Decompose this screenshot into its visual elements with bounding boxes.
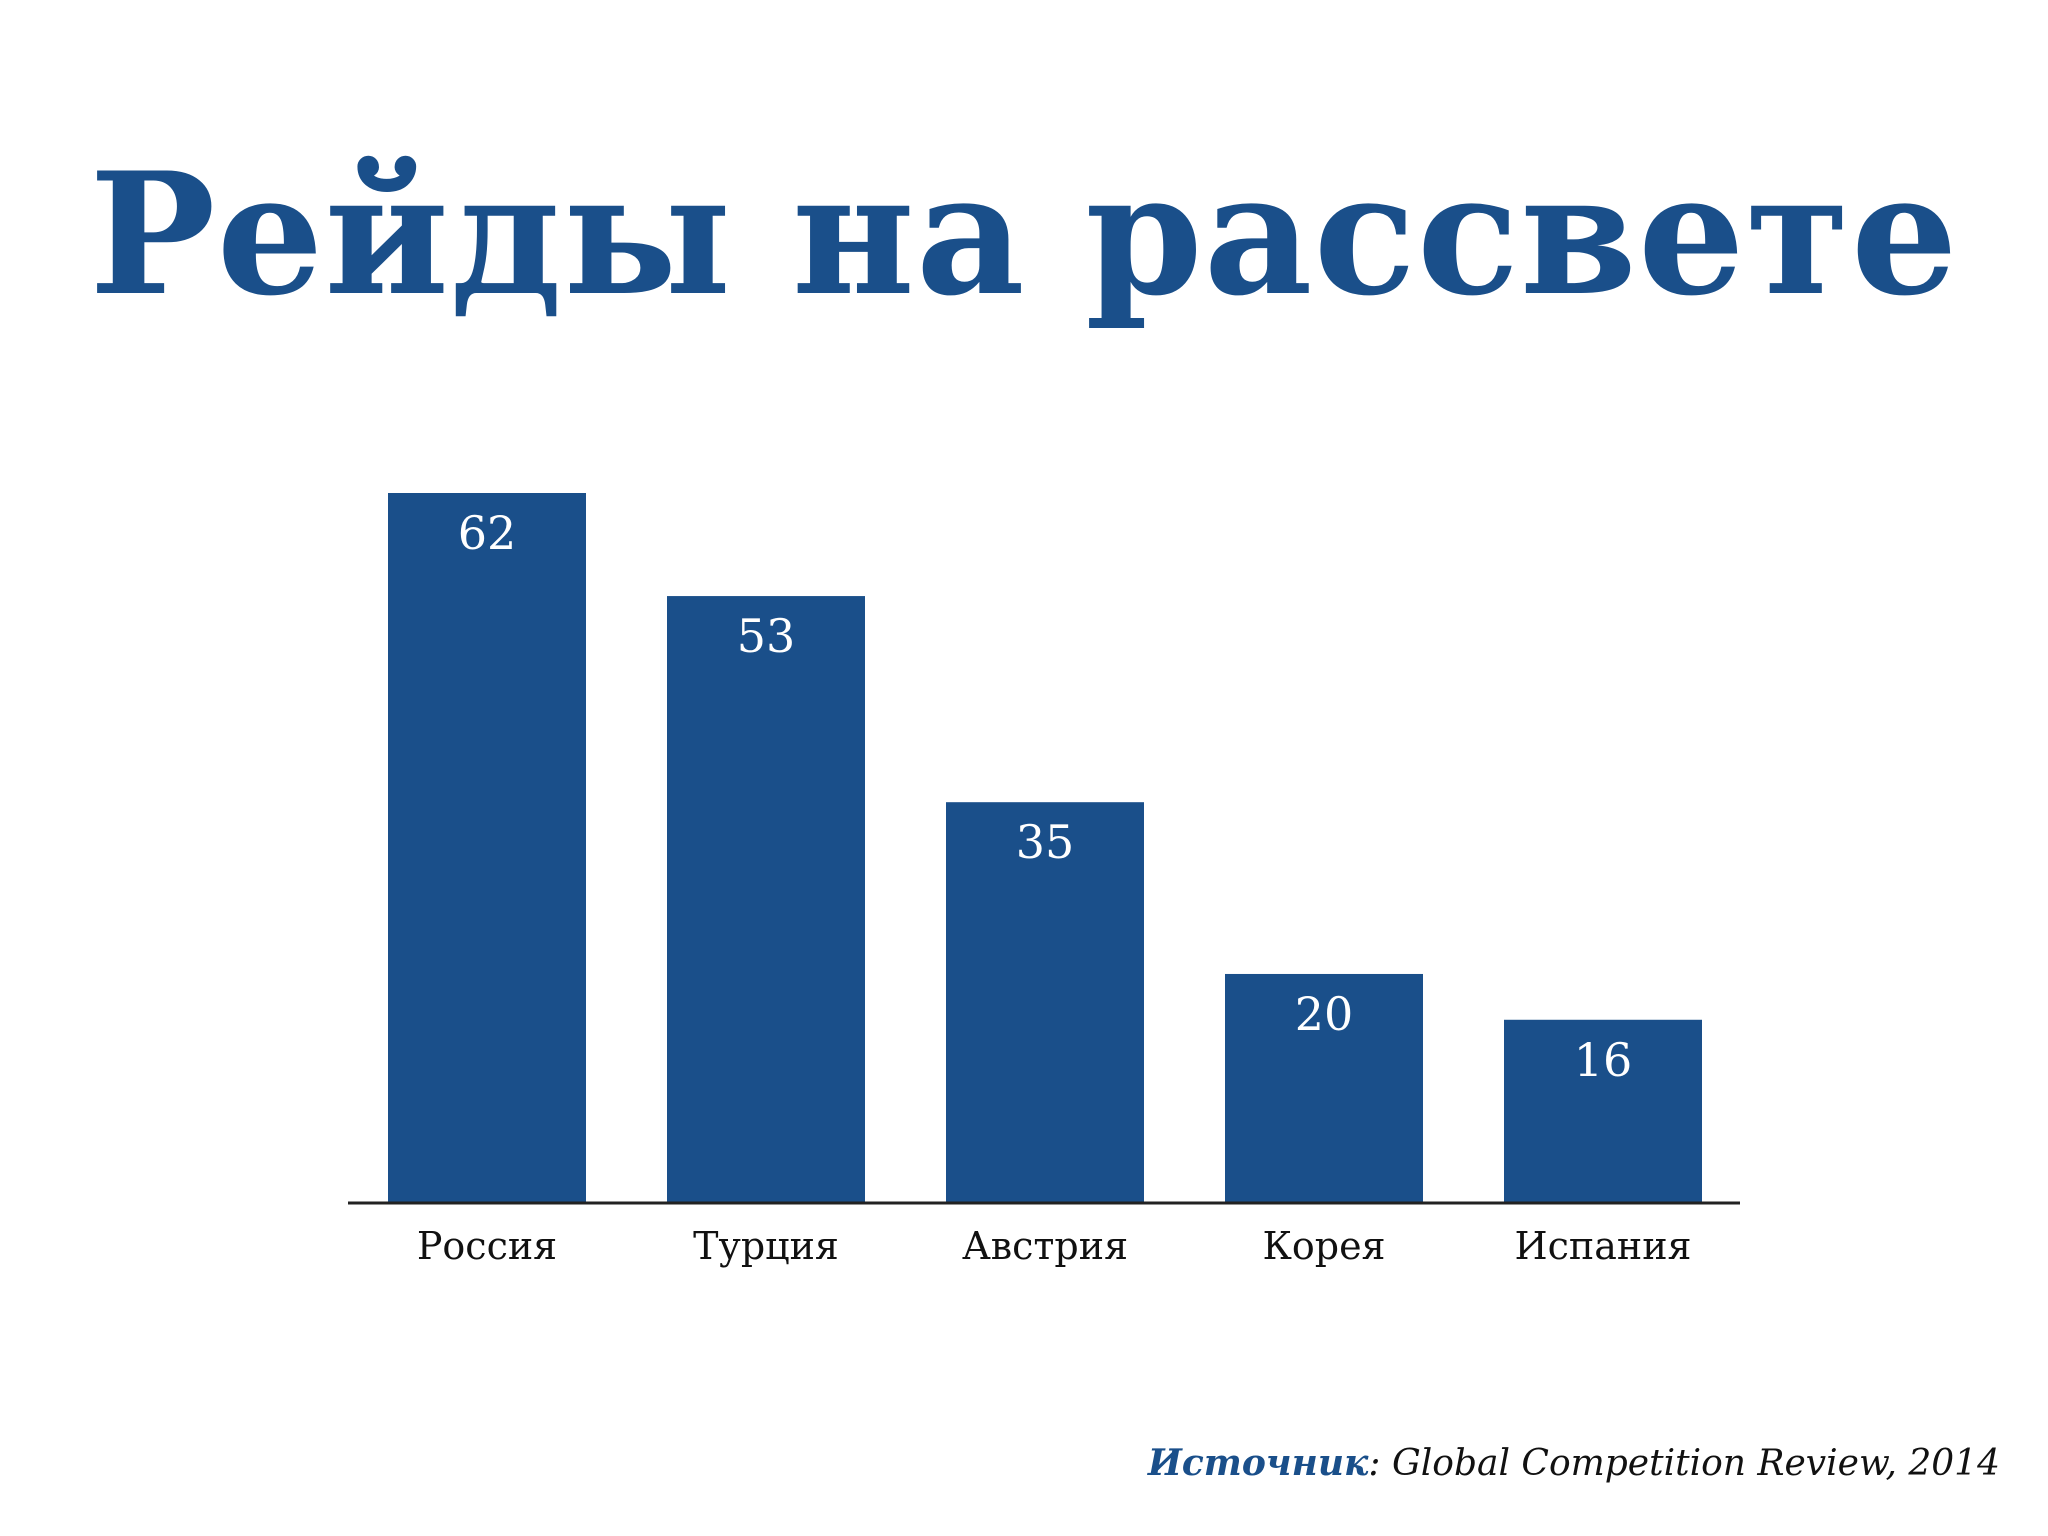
labels-layer: 62 Россия 53 Турция 35 Австрия 20 Корея 16 Испани… xyxy=(417,506,1692,1268)
source-text: Global Competition Review, 2014 xyxy=(1392,1443,2000,1484)
bar-5 xyxy=(1504,1019,1702,1203)
category-label: Испания xyxy=(1514,1224,1691,1268)
category-label: Австрия xyxy=(962,1224,1128,1268)
bar-value-label: 35 xyxy=(1016,815,1075,869)
bar-value-label: 20 xyxy=(1295,987,1354,1041)
category-label: Турция xyxy=(693,1224,839,1268)
source-label: Источник xyxy=(1147,1442,1369,1484)
bar-value-label: 62 xyxy=(458,506,517,560)
bar-value-label: 16 xyxy=(1574,1033,1633,1087)
bar-2 xyxy=(667,596,865,1203)
category-label: Россия xyxy=(417,1224,557,1268)
bar-3 xyxy=(946,802,1144,1203)
source-line: Источник: Global Competition Review, 201… xyxy=(1148,1442,2000,1484)
bar-1 xyxy=(388,493,586,1203)
bar-4 xyxy=(1225,973,1423,1203)
category-label: Корея xyxy=(1262,1224,1385,1268)
source-separator: : xyxy=(1368,1443,1392,1484)
bars-layer xyxy=(388,493,1702,1203)
slide-title: Рейды на рассвете xyxy=(89,135,1959,333)
bar-value-label: 53 xyxy=(737,609,796,663)
